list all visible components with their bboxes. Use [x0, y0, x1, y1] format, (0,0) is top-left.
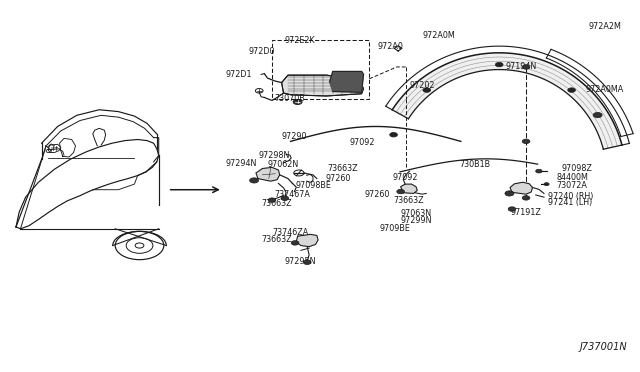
- Text: 73070B: 73070B: [274, 94, 305, 103]
- Circle shape: [568, 88, 575, 92]
- Circle shape: [593, 112, 602, 118]
- Text: 97194N: 97194N: [506, 62, 537, 71]
- Text: 97298N: 97298N: [259, 151, 290, 160]
- Circle shape: [522, 139, 530, 144]
- Text: 972A2M: 972A2M: [589, 22, 621, 31]
- Circle shape: [522, 65, 530, 69]
- Circle shape: [390, 132, 397, 137]
- Circle shape: [293, 99, 302, 105]
- Circle shape: [544, 183, 549, 186]
- Polygon shape: [282, 75, 364, 96]
- Circle shape: [268, 198, 276, 202]
- Text: 73663Z: 73663Z: [393, 196, 424, 205]
- Text: 972D1: 972D1: [225, 70, 252, 79]
- Text: 972A0: 972A0: [378, 42, 403, 51]
- Circle shape: [423, 88, 431, 92]
- Circle shape: [291, 241, 299, 245]
- Circle shape: [505, 191, 514, 196]
- Text: 84400M: 84400M: [557, 173, 589, 182]
- Text: 97063N: 97063N: [401, 209, 432, 218]
- Circle shape: [508, 207, 516, 211]
- Bar: [272, 40, 369, 99]
- Polygon shape: [392, 53, 622, 149]
- Polygon shape: [510, 182, 532, 194]
- Text: 730B1B: 730B1B: [460, 160, 491, 169]
- Polygon shape: [330, 71, 364, 92]
- Circle shape: [281, 196, 289, 201]
- Text: 97260: 97260: [325, 174, 351, 183]
- Text: 9709BE: 9709BE: [380, 224, 410, 233]
- Text: 972D0: 972D0: [248, 47, 275, 56]
- Text: 97092: 97092: [393, 173, 419, 182]
- Text: 73072A: 73072A: [557, 181, 588, 190]
- Text: 97202: 97202: [410, 81, 435, 90]
- Text: 972E2K: 972E2K: [285, 36, 316, 45]
- Text: 97241 (LH): 97241 (LH): [548, 198, 592, 207]
- Text: J737001N: J737001N: [580, 341, 627, 352]
- Text: 73746ZA: 73746ZA: [272, 228, 308, 237]
- Text: 97299N: 97299N: [401, 216, 432, 225]
- Text: 97290: 97290: [282, 132, 307, 141]
- Text: 73663Z: 73663Z: [328, 164, 358, 173]
- Circle shape: [397, 189, 404, 194]
- Circle shape: [303, 260, 311, 264]
- Text: 97092: 97092: [349, 138, 375, 147]
- Polygon shape: [256, 167, 280, 181]
- Circle shape: [536, 169, 542, 173]
- Text: 737467A: 737467A: [274, 190, 310, 199]
- Text: 97098BE: 97098BE: [296, 181, 332, 190]
- Text: 97294N: 97294N: [226, 159, 257, 168]
- Circle shape: [522, 196, 530, 200]
- Circle shape: [495, 62, 503, 67]
- Polygon shape: [296, 234, 318, 247]
- Circle shape: [250, 178, 259, 183]
- Text: 97062N: 97062N: [268, 160, 299, 169]
- Text: 972A0M: 972A0M: [422, 31, 455, 40]
- Polygon shape: [401, 184, 417, 193]
- Text: 97098Z: 97098Z: [562, 164, 593, 173]
- Text: 73663Z: 73663Z: [261, 235, 292, 244]
- Text: 972A0MA: 972A0MA: [586, 85, 624, 94]
- Text: 97191Z: 97191Z: [511, 208, 541, 217]
- Text: 97240 (RH): 97240 (RH): [548, 192, 593, 201]
- Text: 73663Z: 73663Z: [261, 199, 292, 208]
- Text: 97260: 97260: [365, 190, 390, 199]
- Text: 97295N: 97295N: [284, 257, 316, 266]
